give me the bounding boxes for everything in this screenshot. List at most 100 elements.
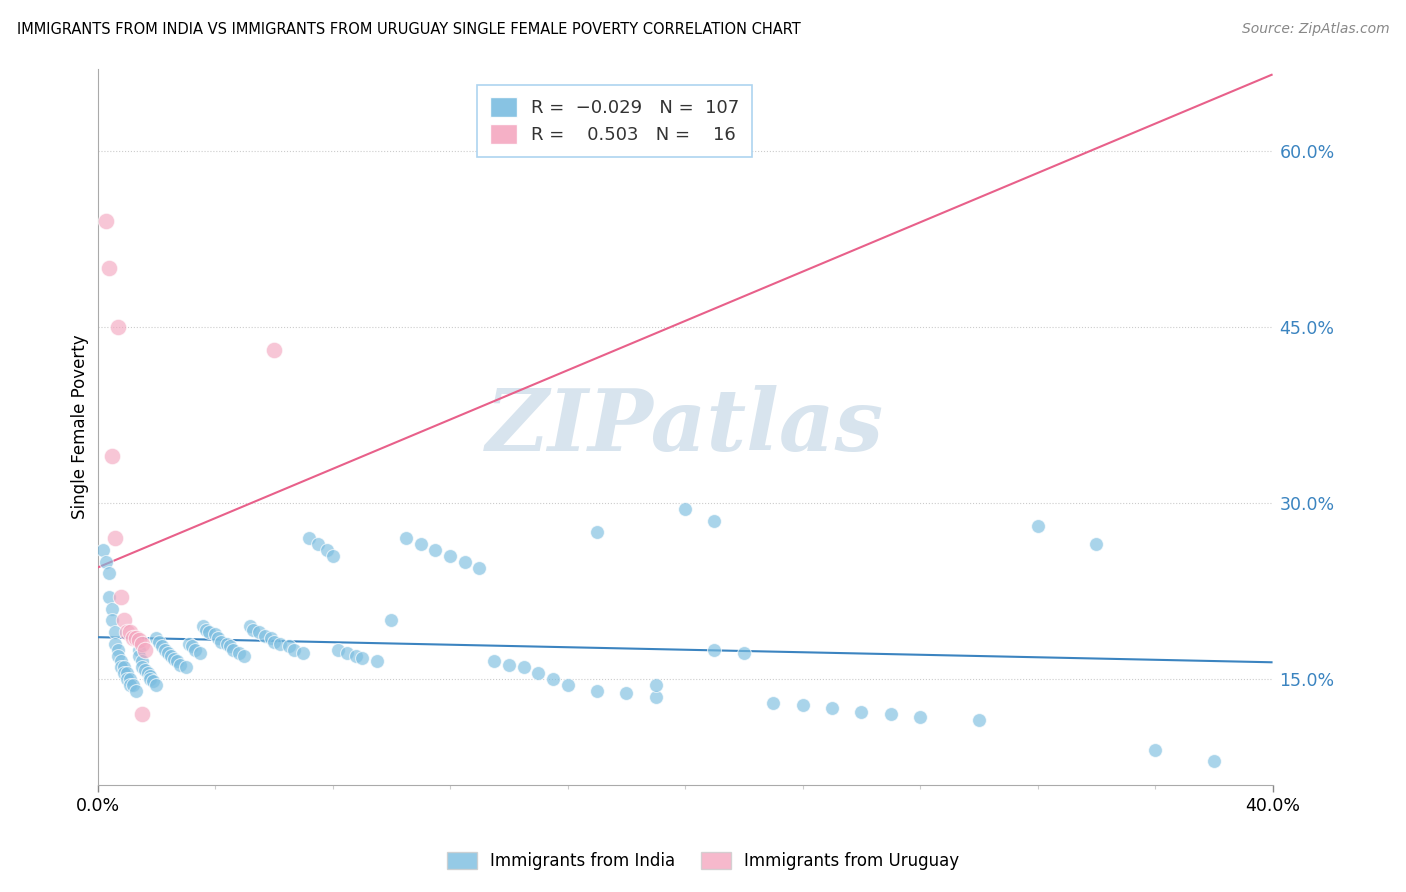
Point xyxy=(821,701,844,715)
Point xyxy=(131,637,153,651)
Point xyxy=(908,709,931,723)
Point xyxy=(125,683,148,698)
Point xyxy=(115,672,138,686)
Point xyxy=(328,642,350,657)
Point xyxy=(110,655,132,669)
Point xyxy=(215,637,238,651)
Point xyxy=(98,590,121,604)
Point xyxy=(344,648,367,663)
Point xyxy=(101,613,124,627)
Point xyxy=(1026,519,1049,533)
Point xyxy=(131,660,153,674)
Point xyxy=(350,651,373,665)
Point xyxy=(512,660,534,674)
Point xyxy=(366,655,388,669)
Point xyxy=(121,678,143,692)
Point xyxy=(131,655,153,669)
Point xyxy=(395,531,418,545)
Point xyxy=(118,625,141,640)
Point xyxy=(98,566,121,581)
Point xyxy=(498,658,520,673)
Point xyxy=(222,642,245,657)
Point xyxy=(177,637,200,651)
Point xyxy=(298,531,321,545)
Legend: Immigrants from India, Immigrants from Uruguay: Immigrants from India, Immigrants from U… xyxy=(440,845,966,877)
Point xyxy=(277,639,299,653)
Point xyxy=(125,631,148,645)
Point xyxy=(644,678,666,692)
Text: Source: ZipAtlas.com: Source: ZipAtlas.com xyxy=(1241,22,1389,37)
Point xyxy=(145,678,167,692)
Point xyxy=(101,449,124,463)
Point xyxy=(425,543,447,558)
Point xyxy=(242,623,264,637)
Point xyxy=(703,514,725,528)
Point xyxy=(263,343,285,358)
Point xyxy=(163,652,186,666)
Text: ZIPatlas: ZIPatlas xyxy=(486,384,884,468)
Point xyxy=(586,525,609,540)
Point xyxy=(166,655,188,669)
Point xyxy=(733,646,755,660)
Point xyxy=(586,683,609,698)
Point xyxy=(183,642,205,657)
Point xyxy=(1144,742,1167,756)
Point xyxy=(198,625,221,640)
Point xyxy=(204,627,226,641)
Point xyxy=(96,214,118,228)
Point xyxy=(233,648,256,663)
Point xyxy=(128,642,150,657)
Point xyxy=(269,637,291,651)
Point xyxy=(792,698,814,712)
Point xyxy=(107,642,129,657)
Point xyxy=(527,666,550,681)
Point xyxy=(118,678,141,692)
Point xyxy=(879,707,901,722)
Point xyxy=(174,660,197,674)
Point xyxy=(1085,537,1108,551)
Point xyxy=(153,642,176,657)
Point xyxy=(115,625,138,640)
Point xyxy=(673,501,696,516)
Point xyxy=(104,637,127,651)
Point xyxy=(180,639,202,653)
Point xyxy=(121,631,143,645)
Point xyxy=(541,672,564,686)
Point xyxy=(644,690,666,704)
Point xyxy=(851,705,873,719)
Point xyxy=(454,555,477,569)
Point xyxy=(209,634,232,648)
Point xyxy=(96,555,118,569)
Y-axis label: Single Female Poverty: Single Female Poverty xyxy=(72,334,89,519)
Point xyxy=(762,696,785,710)
Point xyxy=(112,666,135,681)
Point xyxy=(1202,754,1225,768)
Point xyxy=(139,672,162,686)
Point xyxy=(195,623,218,637)
Point xyxy=(134,642,156,657)
Point xyxy=(134,663,156,677)
Point xyxy=(139,668,162,682)
Point xyxy=(131,707,153,722)
Point xyxy=(247,625,270,640)
Point xyxy=(967,713,990,727)
Point xyxy=(93,543,115,558)
Point xyxy=(112,613,135,627)
Point xyxy=(228,646,250,660)
Point xyxy=(145,631,167,645)
Point xyxy=(98,261,121,276)
Point xyxy=(439,549,461,563)
Text: IMMIGRANTS FROM INDIA VS IMMIGRANTS FROM URUGUAY SINGLE FEMALE POVERTY CORRELATI: IMMIGRANTS FROM INDIA VS IMMIGRANTS FROM… xyxy=(17,22,800,37)
Point xyxy=(322,549,344,563)
Point xyxy=(193,619,215,633)
Point xyxy=(118,672,141,686)
Point xyxy=(115,666,138,681)
Point xyxy=(703,642,725,657)
Point xyxy=(315,543,337,558)
Point xyxy=(169,658,191,673)
Point xyxy=(557,678,579,692)
Point xyxy=(614,686,637,700)
Point xyxy=(239,619,262,633)
Point xyxy=(336,646,359,660)
Point xyxy=(253,629,276,643)
